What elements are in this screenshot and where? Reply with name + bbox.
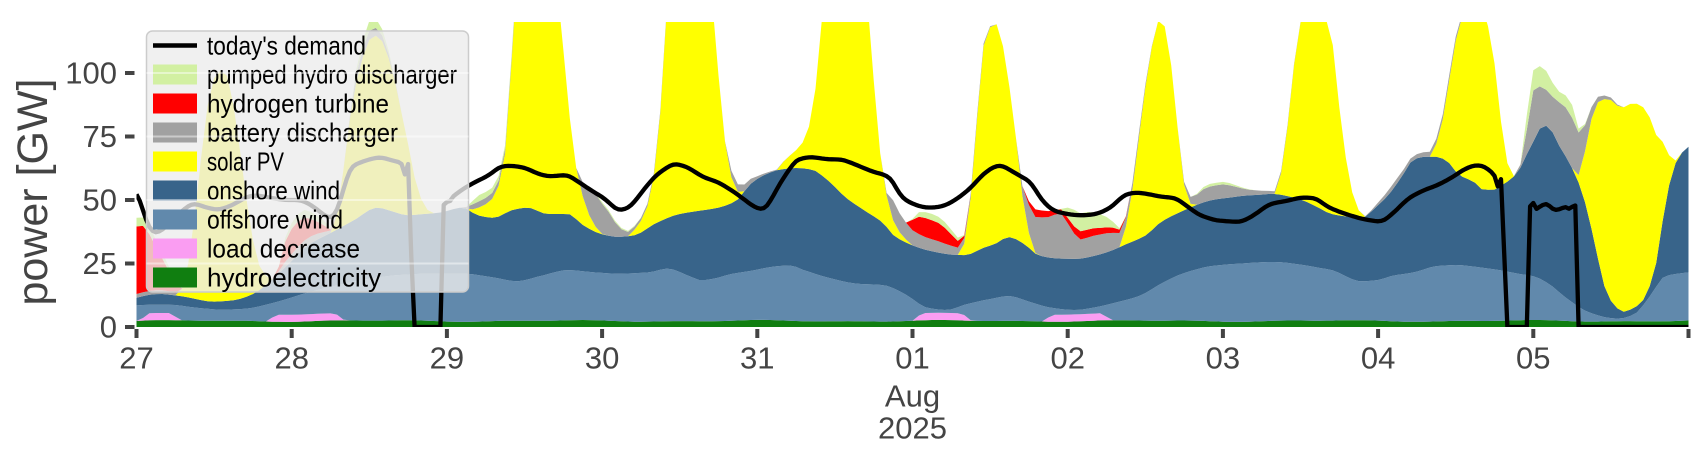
svg-text:hydrogen turbine: hydrogen turbine xyxy=(207,89,389,119)
svg-text:2025: 2025 xyxy=(878,411,947,446)
svg-text:02: 02 xyxy=(1050,341,1084,376)
svg-text:pumped hydro discharger: pumped hydro discharger xyxy=(207,60,457,90)
svg-text:05: 05 xyxy=(1516,341,1550,376)
svg-text:04: 04 xyxy=(1361,341,1395,376)
svg-text:28: 28 xyxy=(274,341,308,376)
svg-text:0: 0 xyxy=(100,310,117,345)
svg-text:31: 31 xyxy=(740,341,774,376)
svg-text:27: 27 xyxy=(119,341,153,376)
svg-text:power [GW]: power [GW] xyxy=(9,79,57,306)
svg-text:offshore wind: offshore wind xyxy=(207,205,343,235)
svg-text:29: 29 xyxy=(430,341,464,376)
svg-text:30: 30 xyxy=(585,341,619,376)
svg-text:battery discharger: battery discharger xyxy=(207,118,398,148)
svg-text:50: 50 xyxy=(83,183,117,218)
svg-text:load decrease: load decrease xyxy=(207,234,360,264)
svg-text:03: 03 xyxy=(1206,341,1240,376)
svg-text:today's demand: today's demand xyxy=(207,31,366,61)
svg-text:25: 25 xyxy=(83,246,117,281)
svg-text:hydroelectricity: hydroelectricity xyxy=(207,263,381,293)
svg-text:01: 01 xyxy=(895,341,929,376)
svg-text:solar PV: solar PV xyxy=(207,147,285,177)
svg-text:100: 100 xyxy=(65,56,117,91)
svg-text:Aug: Aug xyxy=(885,379,940,414)
svg-text:onshore wind: onshore wind xyxy=(207,176,340,206)
svg-text:75: 75 xyxy=(83,119,117,154)
